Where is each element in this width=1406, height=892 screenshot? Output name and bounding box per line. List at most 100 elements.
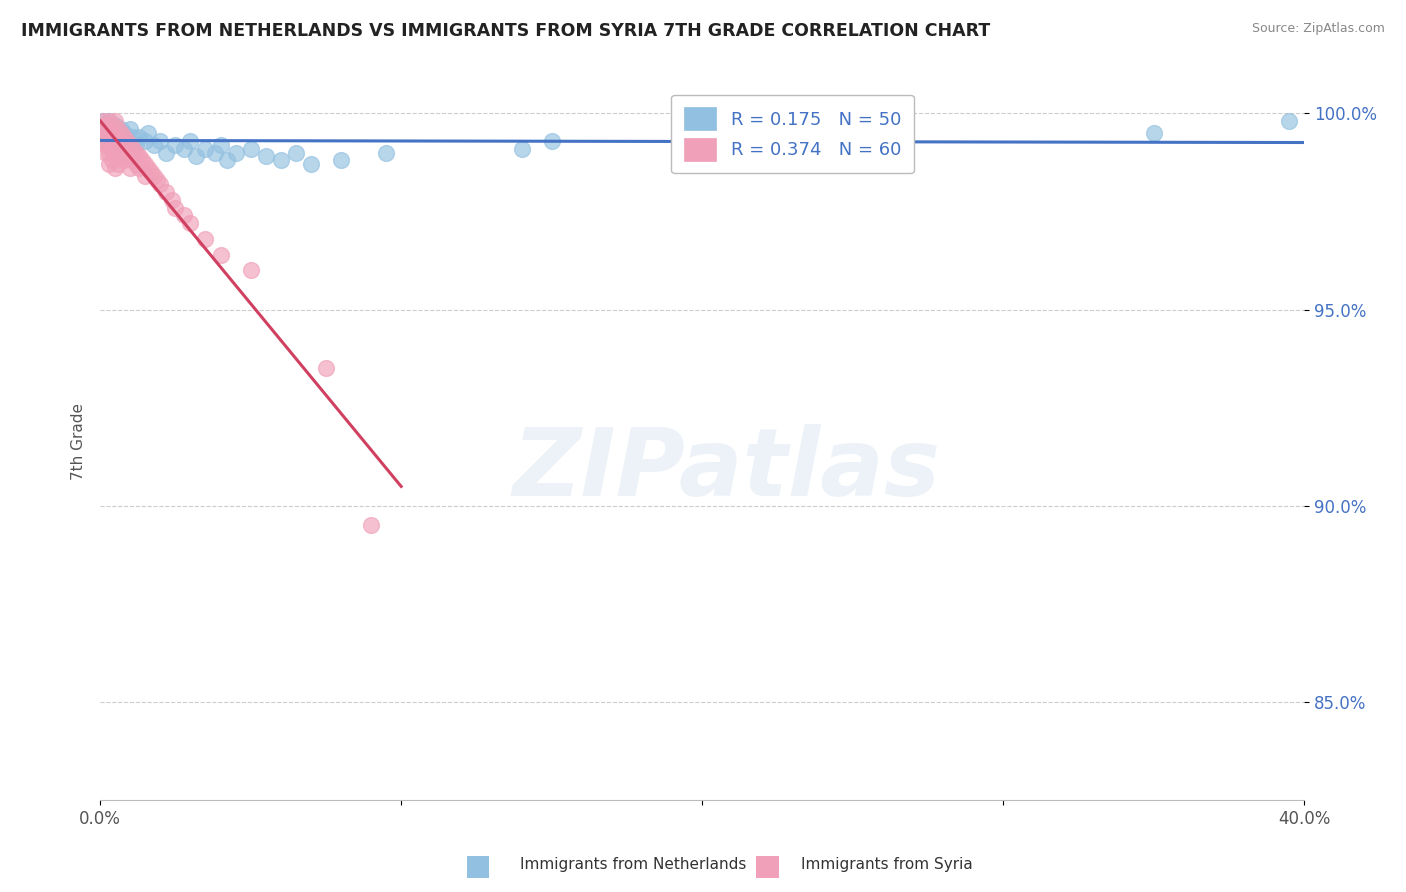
Point: [1278, 114, 1301, 128]
Point: [94, 145, 117, 160]
Point: [91, 122, 114, 136]
Point: [179, 216, 201, 230]
Point: [101, 118, 124, 132]
Point: [115, 145, 138, 160]
Point: [179, 134, 201, 148]
Point: [112, 126, 135, 140]
Point: [270, 153, 292, 168]
Point: [101, 118, 124, 132]
Point: [225, 145, 247, 160]
Point: [104, 126, 127, 140]
Point: [136, 126, 159, 140]
Point: [122, 153, 145, 168]
Point: [94, 126, 117, 140]
Point: [107, 145, 129, 160]
Point: [104, 126, 127, 140]
Point: [115, 134, 138, 148]
Point: [98, 122, 121, 136]
Point: [131, 153, 153, 168]
Point: [134, 157, 156, 171]
Point: [1143, 126, 1166, 140]
Point: [98, 134, 121, 148]
Point: [239, 142, 262, 156]
Point: [209, 137, 232, 152]
Point: [101, 142, 124, 156]
Point: [112, 142, 135, 156]
Point: [120, 149, 142, 163]
Text: Immigrants from Netherlands: Immigrants from Netherlands: [520, 857, 747, 872]
Point: [146, 173, 169, 187]
Point: [215, 153, 238, 168]
Point: [360, 518, 382, 533]
Point: [98, 122, 121, 136]
Point: [165, 201, 187, 215]
Point: [94, 137, 117, 152]
Point: [136, 161, 159, 176]
Point: [107, 157, 129, 171]
Point: [110, 137, 132, 152]
Point: [101, 126, 124, 140]
Point: [101, 129, 124, 144]
Point: [107, 122, 129, 136]
Point: [186, 149, 208, 163]
Point: [112, 153, 135, 168]
Point: [120, 122, 142, 136]
Point: [110, 129, 132, 144]
Point: [112, 129, 135, 144]
Point: [104, 137, 127, 152]
Point: [315, 361, 337, 376]
Point: [98, 157, 121, 171]
Point: [128, 161, 150, 176]
Point: [284, 145, 307, 160]
Point: [107, 134, 129, 148]
Point: [209, 247, 232, 261]
Point: [94, 118, 117, 132]
Point: [94, 118, 117, 132]
Legend: R = 0.175   N = 50, R = 0.374   N = 60: R = 0.175 N = 50, R = 0.374 N = 60: [671, 95, 914, 173]
Point: [91, 122, 114, 136]
Point: [194, 232, 217, 246]
Point: [104, 149, 127, 163]
Point: [125, 157, 148, 171]
Point: [91, 114, 114, 128]
Point: [155, 185, 177, 199]
Point: [104, 118, 127, 132]
Point: [254, 149, 277, 163]
Point: [239, 263, 262, 277]
Point: [98, 129, 121, 144]
Point: [107, 122, 129, 136]
Point: [101, 153, 124, 168]
Point: [110, 122, 132, 136]
Point: [204, 145, 226, 160]
Point: [98, 114, 121, 128]
Point: [110, 126, 132, 140]
Point: [104, 161, 127, 176]
Point: [115, 129, 138, 144]
Point: [110, 149, 132, 163]
Point: [94, 134, 117, 148]
Point: [122, 142, 145, 156]
Point: [120, 137, 142, 152]
Point: [165, 137, 187, 152]
Point: [143, 169, 166, 183]
Point: [107, 134, 129, 148]
Point: [91, 134, 114, 148]
Point: [329, 153, 352, 168]
Text: IMMIGRANTS FROM NETHERLANDS VS IMMIGRANTS FROM SYRIA 7TH GRADE CORRELATION CHART: IMMIGRANTS FROM NETHERLANDS VS IMMIGRANT…: [21, 22, 990, 40]
Text: Source: ZipAtlas.com: Source: ZipAtlas.com: [1251, 22, 1385, 36]
Point: [101, 134, 124, 148]
Point: [173, 142, 195, 156]
Point: [510, 142, 533, 156]
Point: [104, 137, 127, 152]
Point: [141, 165, 163, 179]
Point: [299, 157, 322, 171]
Point: [162, 193, 184, 207]
Point: [540, 134, 562, 148]
Point: [128, 149, 150, 163]
Text: Immigrants from Syria: Immigrants from Syria: [801, 857, 973, 872]
Point: [120, 161, 142, 176]
Point: [104, 114, 127, 128]
Point: [155, 145, 177, 160]
Point: [98, 114, 121, 128]
Text: ZIPatlas: ZIPatlas: [512, 424, 941, 516]
